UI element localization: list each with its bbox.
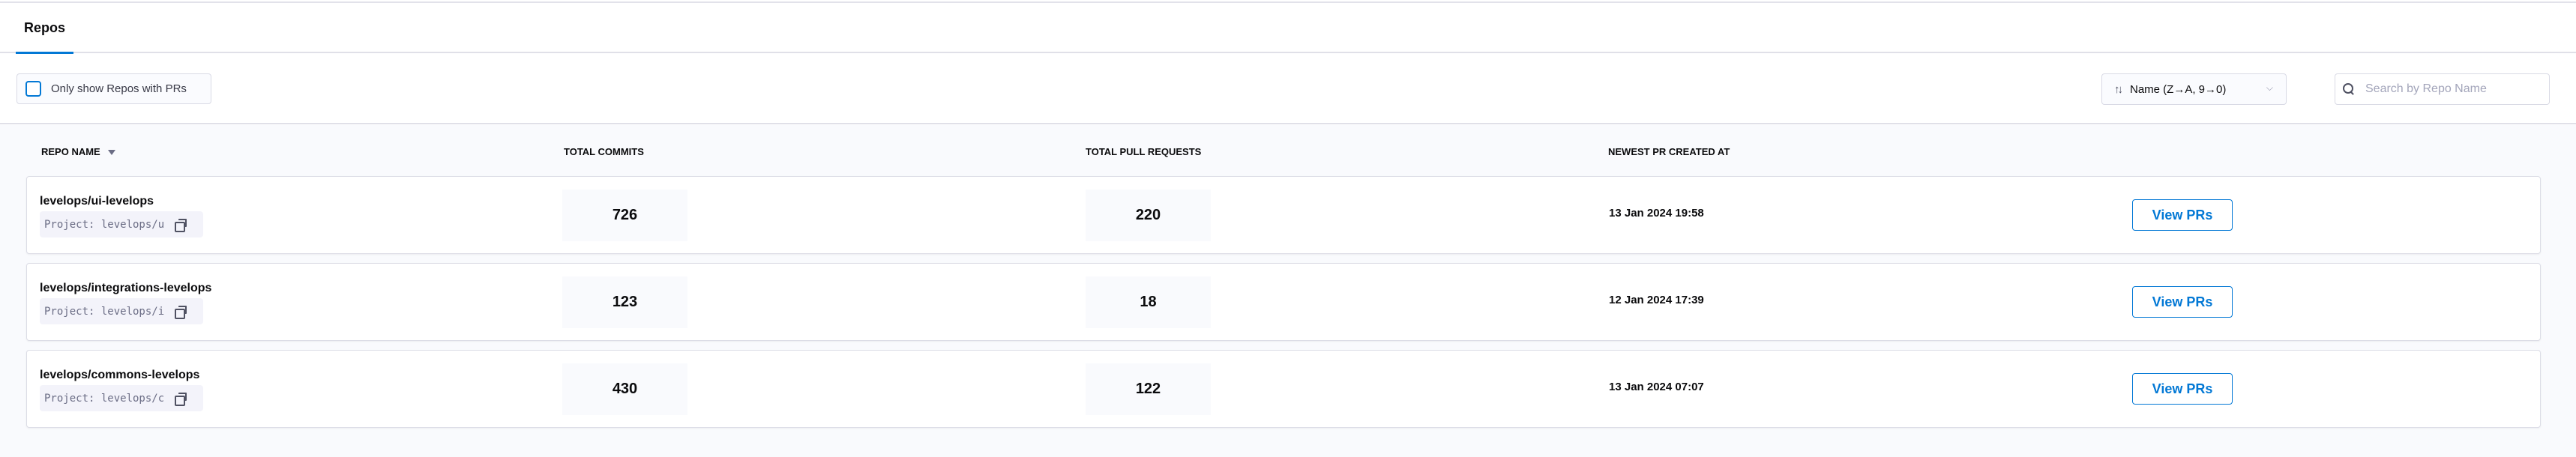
project-label: Project: levelops/u bbox=[44, 218, 165, 231]
repo-name: levelops/integrations-levelops bbox=[40, 282, 212, 294]
total-prs: 18 bbox=[1086, 276, 1211, 328]
search-box[interactable] bbox=[2335, 73, 2550, 105]
newest-pr-date: 13 Jan 2024 19:58 bbox=[1609, 207, 1704, 220]
repo-name: levelops/commons-levelops bbox=[40, 369, 200, 381]
repo-name: levelops/ui-levelops bbox=[40, 195, 154, 208]
copy-icon[interactable] bbox=[175, 392, 187, 406]
table-row: levelops/integrations-levelops Project: … bbox=[26, 263, 2541, 341]
header-total-prs: TOTAL PULL REQUESTS bbox=[1086, 146, 1202, 157]
repos-table: REPO NAME TOTAL COMMITS TOTAL PULL REQUE… bbox=[0, 125, 2576, 457]
only-repos-with-prs-checkbox[interactable]: Only show Repos with PRs bbox=[16, 73, 211, 104]
project-label: Project: levelops/c bbox=[44, 392, 165, 405]
view-prs-button[interactable]: View PRs bbox=[2132, 286, 2233, 318]
total-prs: 122 bbox=[1086, 363, 1211, 415]
header-label: REPO NAME bbox=[41, 146, 100, 157]
sort-dropdown[interactable]: ↑↓ Name (Z→A, 9→0) ⌵ bbox=[2101, 73, 2287, 105]
newest-pr-date: 12 Jan 2024 17:39 bbox=[1609, 294, 1704, 306]
newest-pr-date: 13 Jan 2024 07:07 bbox=[1609, 381, 1704, 393]
header-newest-pr: NEWEST PR CREATED AT bbox=[1608, 146, 1730, 157]
total-commits: 726 bbox=[562, 190, 687, 241]
table-row: levelops/ui-levelops Project: levelops/u… bbox=[26, 176, 2541, 254]
tab-repos[interactable]: Repos bbox=[16, 3, 73, 54]
search-icon bbox=[2343, 83, 2355, 95]
toolbar: Only show Repos with PRs ↑↓ Name (Z→A, 9… bbox=[0, 53, 2576, 124]
search-input[interactable] bbox=[2365, 82, 2545, 96]
copy-icon[interactable] bbox=[175, 218, 187, 232]
sort-selected-value: Name (Z→A, 9→0) bbox=[2130, 82, 2227, 96]
header-repo-name[interactable]: REPO NAME bbox=[41, 146, 115, 157]
checkbox-box[interactable] bbox=[25, 81, 41, 97]
view-prs-button[interactable]: View PRs bbox=[2132, 199, 2233, 231]
project-chip: Project: levelops/u bbox=[40, 211, 203, 237]
total-prs: 220 bbox=[1086, 190, 1211, 241]
sort-desc-icon[interactable] bbox=[107, 150, 115, 156]
header-total-commits: TOTAL COMMITS bbox=[564, 146, 644, 157]
project-chip: Project: levelops/c bbox=[40, 385, 203, 411]
view-prs-button[interactable]: View PRs bbox=[2132, 373, 2233, 405]
total-commits: 430 bbox=[562, 363, 687, 415]
project-label: Project: levelops/i bbox=[44, 305, 165, 318]
total-commits: 123 bbox=[562, 276, 687, 328]
sort-icon: ↑↓ bbox=[2114, 82, 2123, 96]
top-divider bbox=[0, 1, 2576, 3]
copy-icon[interactable] bbox=[175, 305, 187, 319]
chevron-down-icon: ⌵ bbox=[2266, 82, 2273, 93]
table-row: levelops/commons-levelops Project: level… bbox=[26, 350, 2541, 428]
checkbox-label: Only show Repos with PRs bbox=[51, 82, 187, 95]
tab-bar: Repos bbox=[0, 3, 2576, 54]
project-chip: Project: levelops/i bbox=[40, 298, 203, 324]
